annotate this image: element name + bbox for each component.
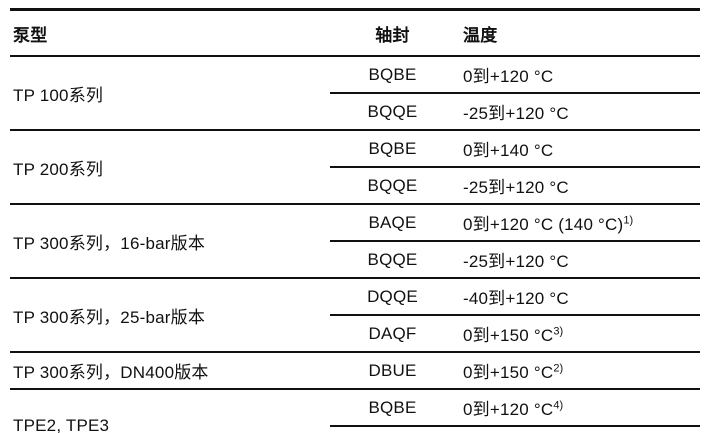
footnote-ref: 1)	[623, 214, 634, 227]
temperature-cell: -25到+120 °C	[455, 167, 700, 205]
footnote-ref: 3)	[553, 325, 564, 338]
seal-row: TP 300系列，DN400版本 DBUE 0到+150 °C2)	[10, 352, 700, 390]
seal-row: TP 100系列 BQBE 0到+120 °C	[10, 56, 700, 131]
pump-seal-temperature-table: 泵型 轴封 温度 TP 100系列 BQBE 0到+120 °C BQQE -25到+1…	[10, 8, 700, 433]
seal-row: TP 200系列 BQBE 0到+140 °C	[10, 130, 700, 205]
shaft-seal-cell: BQQE	[330, 167, 455, 205]
col-header-temperature: 温度	[455, 9, 700, 57]
shaft-seal-cell: BAQE	[330, 204, 455, 242]
seal-row: DAQF 0到+150 °C3)	[10, 315, 700, 353]
seal-row: BQQE-25到+120 °C	[10, 426, 700, 433]
table-header: 泵型 轴封 温度	[10, 9, 700, 57]
pump-type-cell: TP 200系列	[10, 130, 330, 205]
shaft-seal-cell: BQBE	[330, 389, 455, 427]
shaft-seal-cell: BQBE	[330, 130, 455, 168]
temperature-cell: -25到+120 °C	[455, 93, 700, 131]
col-header-pump-type: 泵型	[10, 9, 330, 57]
temperature-cell: 0到+120 °C (140 °C)1)	[455, 204, 700, 242]
temperature-cell: 0到+150 °C3)	[455, 315, 700, 353]
header-row: 泵型 轴封 温度	[10, 9, 700, 57]
pump-type-cell: TP 100系列	[10, 56, 330, 131]
shaft-seal-cell: DQQE	[330, 278, 455, 316]
shaft-seal-cell: BQQE	[330, 93, 455, 131]
seal-row: TP 300系列，25-bar版本 DQQE -40到+120 °C	[10, 278, 700, 353]
shaft-seal-cell: DAQF	[330, 315, 455, 353]
pump-type-cell: TP 300系列，DN400版本	[10, 352, 330, 390]
pump-type-cell: TP 300系列，25-bar版本	[10, 278, 330, 353]
temperature-cell: -40到+120 °C	[455, 278, 700, 316]
pump-type-cell: TP 300系列，16-bar版本	[10, 204, 330, 279]
pump-type-cell: TPE2, TPE3	[10, 389, 330, 433]
shaft-seal-cell: BQBE	[330, 56, 455, 94]
temperature-cell: 0到+120 °C4)	[455, 389, 700, 427]
seal-row: TP 300系列，16-bar版本 BAQE 0到+120 °C (140 °C)1…	[10, 204, 700, 279]
temperature-cell: 0到+120 °C	[455, 56, 700, 94]
footnote-ref: 4)	[553, 399, 564, 412]
col-header-shaft-seal: 轴封	[330, 9, 455, 57]
temperature-cell: -25到+120 °C	[455, 241, 700, 279]
footnote-ref: 2)	[553, 362, 564, 375]
table-body: TP 100系列 BQBE 0到+120 °C BQQE -25到+120 °C TP 2…	[10, 56, 700, 433]
seal-row: BQQE-25到+120 °C	[10, 167, 700, 205]
temperature-cell: -25到+120 °C	[455, 426, 700, 433]
temperature-cell: 0到+150 °C2)	[455, 352, 700, 390]
seal-row: BQQE-25到+120 °C	[10, 241, 700, 279]
shaft-seal-cell: BQQE	[330, 241, 455, 279]
shaft-seal-cell: BQQE	[330, 426, 455, 433]
seal-row: BQQE-25到+120 °C	[10, 93, 700, 131]
temperature-cell: 0到+140 °C	[455, 130, 700, 168]
seal-row: TPE2, TPE3 BQBE 0到+120 °C4)	[10, 389, 700, 433]
shaft-seal-cell: DBUE	[330, 352, 455, 390]
